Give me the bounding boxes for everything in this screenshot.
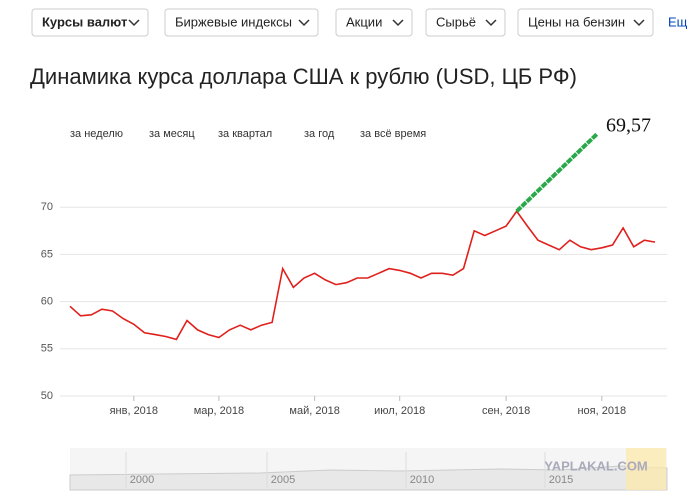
- navigator-area: [69, 465, 668, 491]
- tab-label: Сырьё: [436, 14, 476, 29]
- watermark: YAPLAKAL.COM: [544, 458, 648, 473]
- period-link[interactable]: за месяц: [149, 128, 195, 140]
- y-tick-label: 70: [41, 201, 53, 213]
- y-tick-label: 55: [41, 343, 53, 355]
- tab-label: Биржевые индексы: [175, 14, 292, 29]
- period-link[interactable]: за всё время: [360, 128, 426, 140]
- y-tick-label: 60: [41, 296, 53, 308]
- chevron: [128, 19, 140, 27]
- annotation-arrow: [515, 132, 599, 213]
- tab-label: Акции: [346, 14, 382, 29]
- x-tick-label: май, 2018: [289, 405, 339, 417]
- tab-label: Курсы валют: [42, 14, 127, 29]
- tab-button[interactable]: [517, 8, 654, 37]
- period-link[interactable]: за квартал: [218, 128, 272, 140]
- x-tick-label: ноя, 2018: [577, 405, 626, 417]
- navigator-window: [626, 448, 666, 490]
- tab-button[interactable]: [164, 8, 319, 37]
- x-tick-label: сен, 2018: [482, 405, 530, 417]
- y-tick-label: 65: [41, 248, 53, 260]
- chevron: [633, 19, 645, 27]
- tab-button[interactable]: [335, 8, 413, 37]
- period-link[interactable]: за год: [304, 128, 335, 140]
- navigator-label: 2000: [130, 474, 154, 486]
- tab-label[interactable]: Ещ: [668, 14, 688, 29]
- navigator-label: 2005: [271, 474, 295, 486]
- x-tick-label: мар, 2018: [194, 405, 244, 417]
- price-line: [69, 209, 656, 341]
- navigator-label: 2015: [549, 474, 573, 486]
- x-tick-label: июл, 2018: [374, 405, 425, 417]
- chart-title: Динамика курса доллара США к рублю (USD,…: [30, 64, 577, 89]
- chevron: [392, 19, 404, 27]
- chevron: [485, 19, 497, 27]
- tab-button[interactable]: [425, 8, 506, 37]
- chevron: [298, 19, 310, 27]
- tab-button[interactable]: [31, 8, 149, 37]
- x-tick-label: янв, 2018: [110, 405, 158, 417]
- tab-label: Цены на бензин: [528, 14, 625, 29]
- period-link[interactable]: за неделю: [70, 128, 123, 140]
- navigator-label: 2010: [410, 474, 434, 486]
- annotation: 69,57: [606, 115, 651, 137]
- y-tick-label: 50: [41, 390, 53, 402]
